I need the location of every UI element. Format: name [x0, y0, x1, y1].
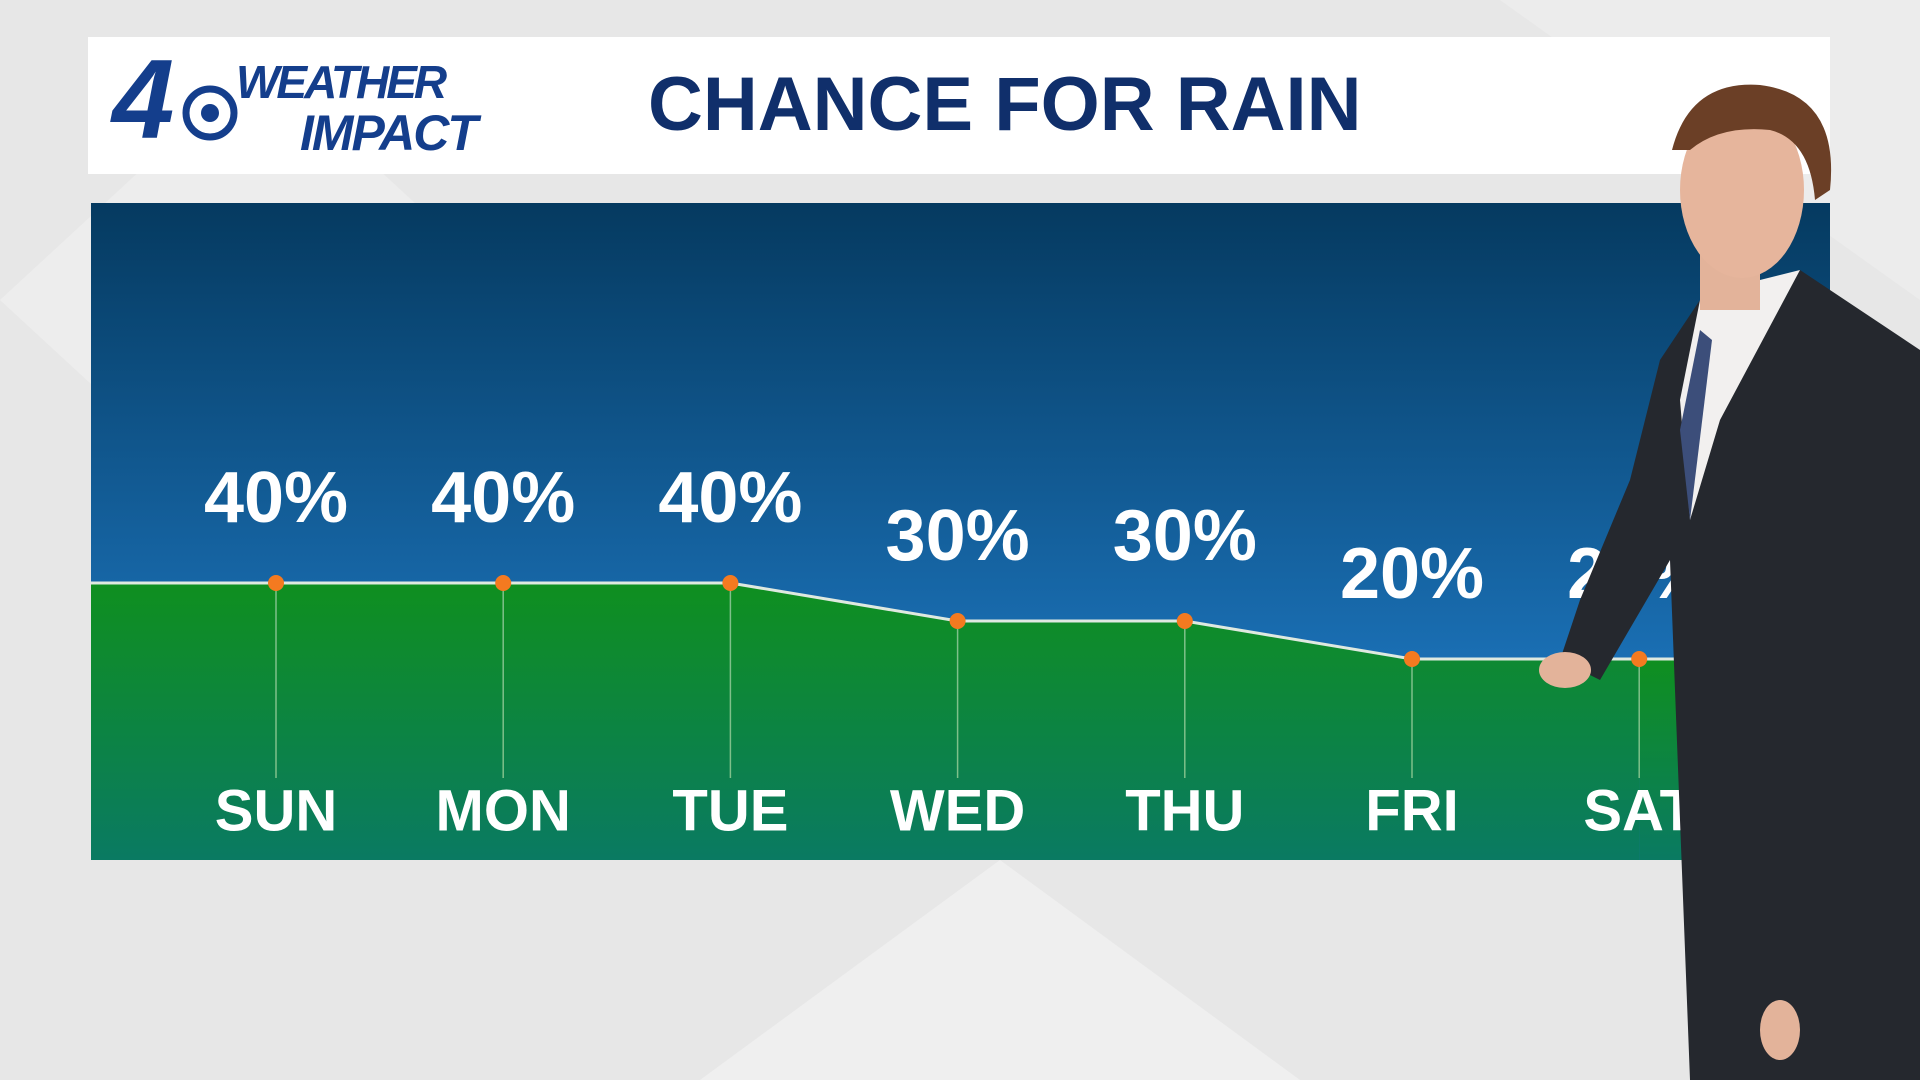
value-label: 40%: [658, 458, 802, 538]
point: [495, 575, 512, 591]
hand: [1760, 1000, 1800, 1060]
value-label: 30%: [1113, 496, 1257, 576]
value-label: 20%: [1340, 534, 1484, 614]
point: [1404, 651, 1420, 667]
x-tick-label: SAT: [1583, 778, 1695, 843]
header: [88, 37, 1830, 174]
logo-line1: WEATHER: [236, 56, 447, 108]
x-tick-label: THU: [1125, 778, 1244, 843]
value-label: 40%: [204, 458, 348, 538]
point: [722, 575, 739, 591]
logo-number: 4: [110, 37, 174, 162]
x-tick-label: MON: [436, 778, 571, 843]
logo-line2: IMPACT: [300, 105, 482, 161]
point: [1631, 651, 1648, 667]
hair: [1672, 84, 1832, 200]
presenter: [1539, 84, 1920, 1080]
chart-title: CHANCE FOR RAIN: [648, 62, 1362, 147]
suit: [1560, 270, 1920, 1080]
point: [1176, 613, 1193, 629]
point: [949, 613, 966, 629]
background-shape: [700, 860, 1300, 1080]
x-tick-label: WED: [890, 778, 1025, 843]
x-tick-label: TUE: [672, 778, 788, 843]
hand: [1539, 652, 1591, 688]
x-tick-label: FRI: [1365, 778, 1458, 843]
x-tick-label: SUN: [215, 778, 337, 843]
area-extension: [91, 583, 276, 860]
shirt: [1680, 270, 1800, 520]
logo-pupil: [201, 104, 219, 122]
logo: 4 WEATHER IMPACT: [110, 37, 484, 162]
value-label: 40%: [431, 458, 575, 538]
tie: [1680, 330, 1712, 520]
head: [1680, 102, 1804, 278]
value-label: 30%: [886, 496, 1030, 576]
point: [268, 575, 284, 591]
